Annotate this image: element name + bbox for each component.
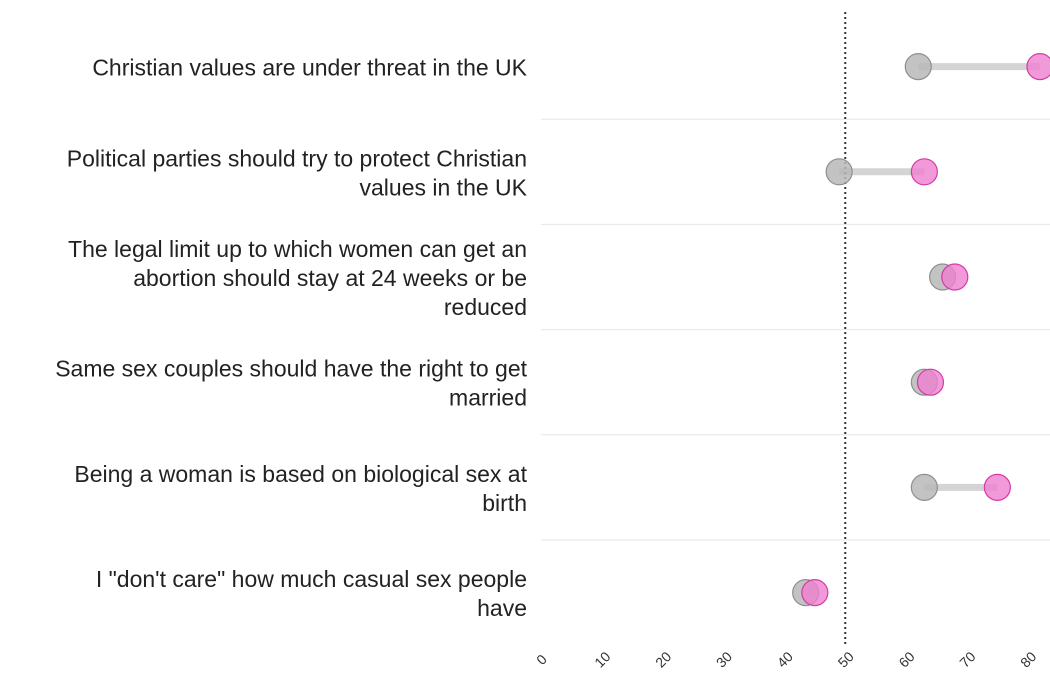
x-tick-label: 60 [895,648,917,670]
category-label-line: reduced [444,294,527,320]
x-tick-label: 70 [956,648,978,670]
point-gray [904,52,932,81]
category-label-line: Same sex couples should have the right t… [55,356,527,382]
x-tick-label: 50 [835,648,857,670]
category-label-line: have [477,595,527,621]
category-label-line: married [449,385,527,411]
category-label-line: I "don't care" how much casual sex peopl… [96,566,527,592]
category-label: Same sex couples should have the right t… [55,356,527,411]
x-tick-label: 80 [1017,648,1039,670]
category-label: I "don't care" how much casual sex peopl… [96,566,527,621]
x-tick-label: 20 [652,648,674,670]
x-tick-label: 10 [591,648,613,670]
row-separators [541,118,1050,541]
category-label-line: The legal limit up to which women can ge… [68,236,527,262]
x-axis-ticks: 0 10 20 30 40 50 60 70 80 [533,648,1040,670]
point-gray [910,473,938,501]
x-tick-label: 0 [533,651,550,668]
category-label: Christian values are under threat in the… [92,55,527,81]
point-pink [910,158,938,186]
category-label-line: Political parties should try to protect … [67,145,527,171]
point-pink [1026,53,1050,81]
x-tick-label: 40 [774,648,796,670]
point-pink [983,473,1011,501]
point-pink [941,263,969,291]
point-gray [825,158,853,186]
category-label-line: values in the UK [360,174,528,200]
category-labels: Christian values are under threat in the… [55,55,528,621]
x-tick-label: 30 [713,648,735,670]
category-label-line: Christian values are under threat in the… [92,55,527,81]
point-pink [801,578,829,607]
category-label-line: Being a woman is based on biological sex… [74,461,527,487]
data-points [792,52,1050,607]
category-label: Being a woman is based on biological sex… [74,461,527,516]
category-label-line: birth [482,490,527,516]
category-label-line: abortion should stay at 24 weeks or be [133,265,527,291]
category-label: The legal limit up to which women can ge… [68,236,527,320]
category-label: Political parties should try to protect … [67,145,528,200]
point-pink [916,368,945,396]
